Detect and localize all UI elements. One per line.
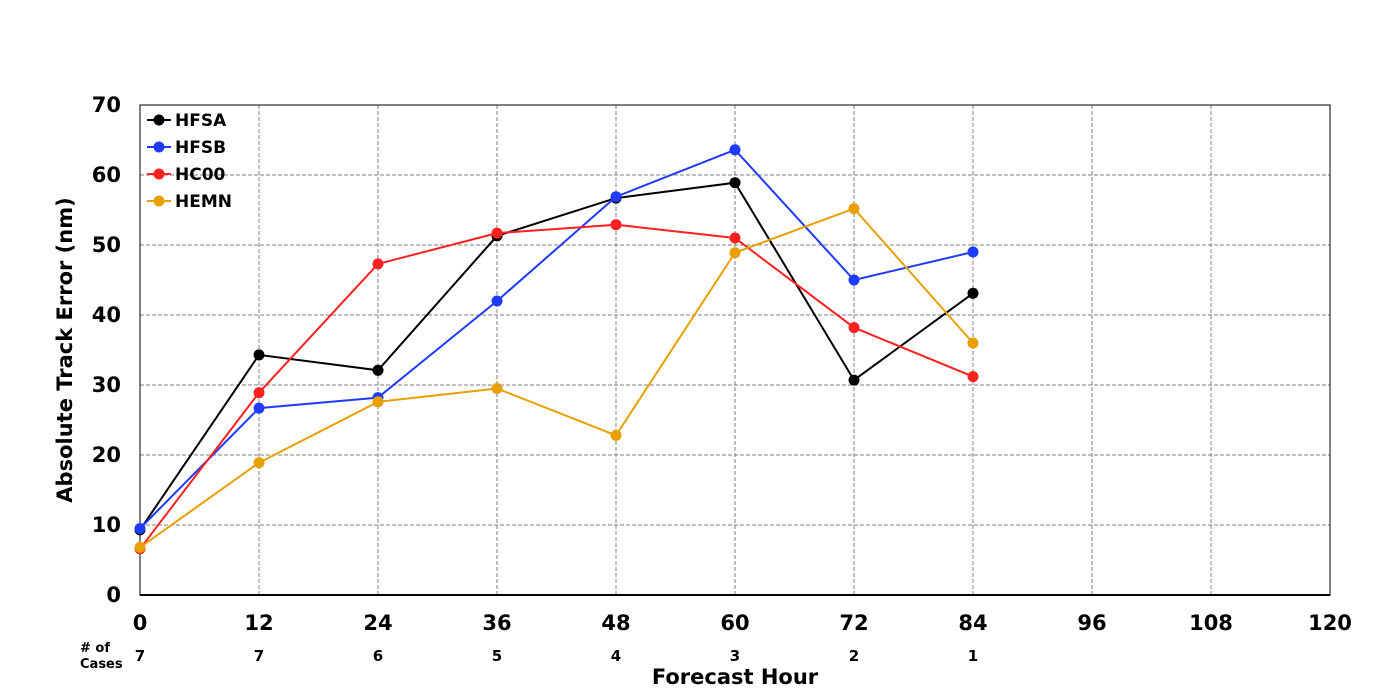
data-point <box>848 374 860 386</box>
legend-marker <box>153 168 165 180</box>
x-tick-label: 60 <box>720 611 749 635</box>
x-tick-label: 24 <box>363 611 392 635</box>
legend-item: HFSA <box>147 111 227 131</box>
y-tick-label: 40 <box>92 303 121 327</box>
data-point <box>967 287 979 299</box>
data-point <box>610 191 622 203</box>
data-point <box>253 387 265 399</box>
x-tick-label: 96 <box>1077 611 1106 635</box>
y-tick-labels: 0 10 20 30 40 50 60 70 <box>92 93 121 607</box>
legend-marker <box>153 141 165 153</box>
legend-label: HEMN <box>175 192 232 212</box>
data-point <box>610 219 622 231</box>
y-tick-label: 20 <box>92 443 121 467</box>
case-count: 5 <box>492 647 502 665</box>
y-tick-label: 0 <box>106 583 121 607</box>
data-point <box>372 364 384 376</box>
y-tick-label: 70 <box>92 93 121 117</box>
x-tick-label: 0 <box>133 611 148 635</box>
x-tick-label: 108 <box>1189 611 1233 635</box>
legend-item: HFSB <box>147 138 226 158</box>
data-point <box>134 523 146 534</box>
series-line <box>139 148 974 530</box>
x-tick-label: 36 <box>482 611 511 635</box>
y-axis-title: Absolute Track Error (nm) <box>53 197 77 502</box>
data-point <box>848 322 860 334</box>
data-point <box>253 457 265 469</box>
x-tick-label: 48 <box>601 611 630 635</box>
legend-marker <box>153 195 165 207</box>
data-point <box>134 541 146 553</box>
case-count: 7 <box>135 647 145 665</box>
data-point <box>372 396 384 408</box>
series-layer <box>134 144 979 555</box>
cases-label: # of <box>80 641 110 656</box>
series-hfsb <box>134 144 979 534</box>
case-count: 3 <box>730 647 740 665</box>
legend-item: HEMN <box>147 192 232 212</box>
data-point <box>491 295 503 307</box>
series-hemn <box>134 203 979 553</box>
data-point <box>491 383 503 394</box>
data-point <box>729 144 741 156</box>
case-count: 4 <box>611 647 621 665</box>
data-point <box>491 227 503 239</box>
y-tick-label: 60 <box>92 163 121 187</box>
legend-label: HFSA <box>175 111 227 131</box>
cases-label: Cases <box>80 657 123 672</box>
series-hfsa <box>134 177 979 536</box>
x-tick-label: 120 <box>1308 611 1352 635</box>
data-point <box>848 203 860 215</box>
x-tick-label: 12 <box>244 611 273 635</box>
data-point <box>372 258 384 270</box>
case-count: 2 <box>849 647 859 665</box>
legend-marker <box>153 114 165 126</box>
x-axis-title: Forecast Hour <box>652 665 819 689</box>
data-point <box>729 232 741 244</box>
data-point <box>610 429 622 441</box>
data-point <box>253 402 265 414</box>
data-point <box>253 349 265 361</box>
data-point <box>848 274 860 286</box>
y-tick-label: 10 <box>92 513 121 537</box>
legend-label: HFSB <box>175 138 226 158</box>
data-point <box>967 371 979 383</box>
case-count: 7 <box>254 647 264 665</box>
legend-label: HC00 <box>175 165 226 185</box>
grid-lines <box>140 105 1330 595</box>
y-tick-label: 50 <box>92 233 121 257</box>
y-tick-label: 30 <box>92 373 121 397</box>
x-tick-label: 84 <box>958 611 987 635</box>
data-point <box>729 247 741 259</box>
series-line <box>139 223 974 550</box>
x-tick-labels: 0 12 24 36 48 60 72 84 96 108 120 <box>133 611 1352 635</box>
data-point <box>967 337 979 349</box>
legend-item: HC00 <box>147 165 226 185</box>
x-tick-label: 72 <box>839 611 868 635</box>
legend: HFSA HFSB HC00 HEMN <box>147 111 232 212</box>
data-point <box>967 246 979 258</box>
series-line <box>139 207 974 549</box>
case-count: 1 <box>968 647 978 665</box>
series-line <box>139 181 974 531</box>
case-count: 6 <box>373 647 383 665</box>
data-point <box>729 177 741 189</box>
